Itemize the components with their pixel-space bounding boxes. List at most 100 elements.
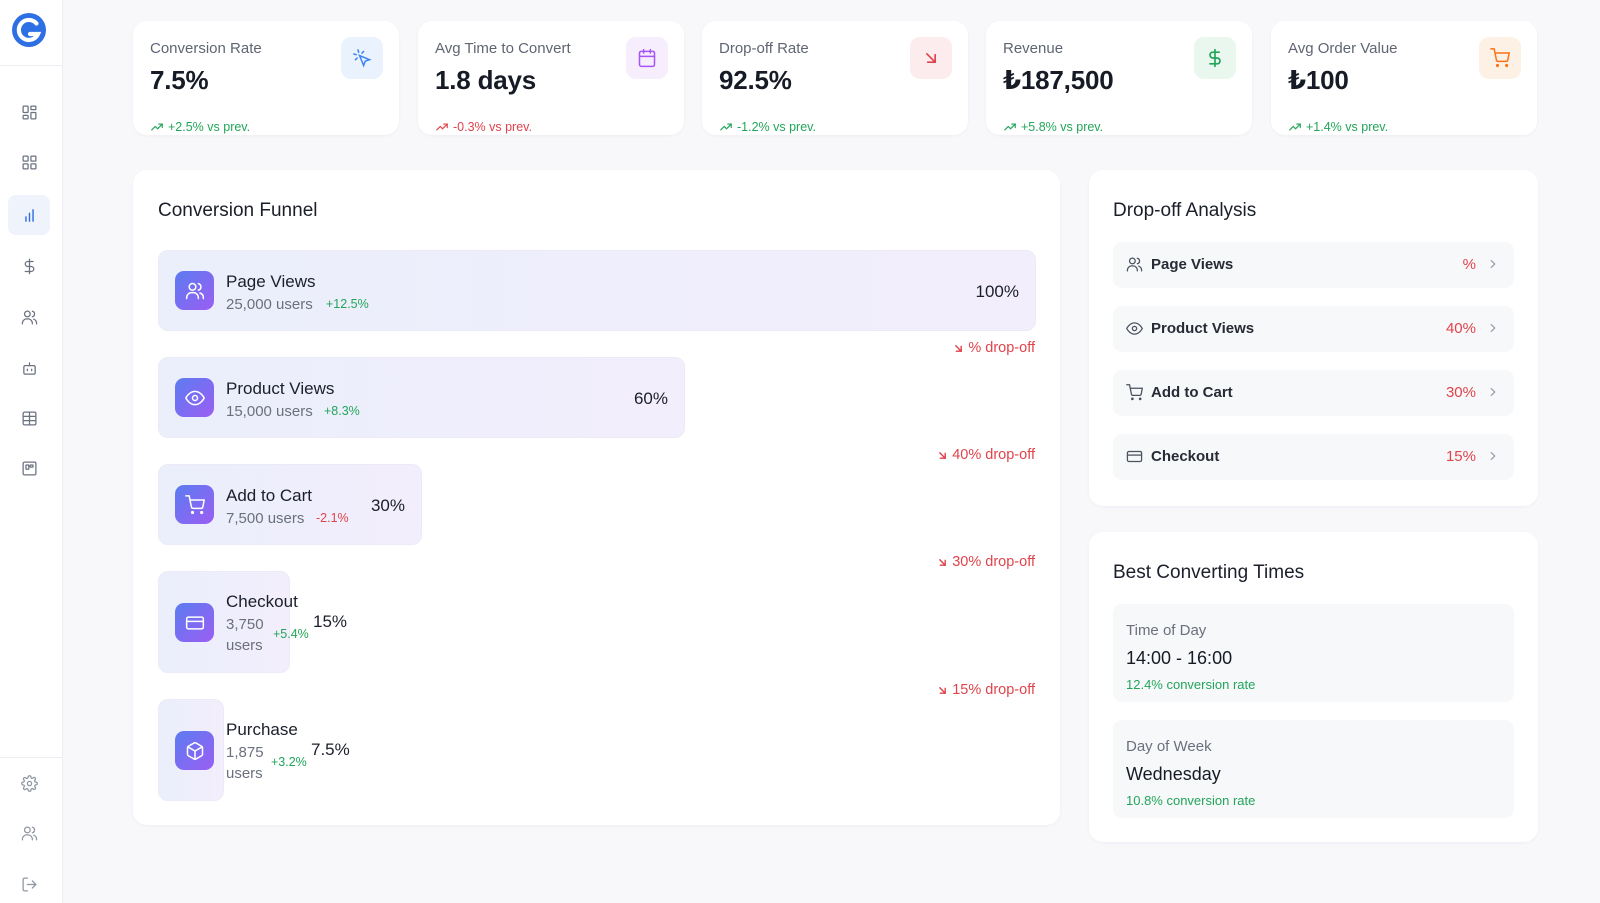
bar-chart-icon <box>24 208 34 222</box>
best-time-label: Day of Week <box>1126 738 1212 755</box>
credit-card-icon <box>1126 450 1143 463</box>
calendar-icon <box>638 48 656 68</box>
stage-users-unit: users <box>226 637 263 654</box>
cart-icon <box>184 494 205 514</box>
stage-icon-badge <box>175 378 214 417</box>
nav-bot[interactable] <box>8 348 50 388</box>
conversion-funnel-panel: Conversion Funnel Page Views 25,000 user… <box>133 170 1060 825</box>
dropoff-text: % drop-off <box>968 340 1035 356</box>
kpi-delta-text: +5.8% vs prev. <box>1021 120 1104 134</box>
nav-settings[interactable] <box>8 763 50 803</box>
dropoff-row-product-views[interactable]: Product Views 40% <box>1113 306 1514 352</box>
dropoff-label: 40% drop-off <box>936 447 1035 463</box>
cart-icon <box>1490 48 1510 68</box>
dropoff-label: % drop-off <box>952 340 1035 356</box>
stage-percent: 100% <box>975 282 1019 301</box>
dropoff-row-name: Page Views <box>1151 256 1234 273</box>
kpi-card-dropoff-rate: Drop-off Rate 92.5% -1.2% vs prev. <box>702 21 968 135</box>
kpi-icon-badge <box>626 37 668 79</box>
kpi-delta-text: -0.3% vs prev. <box>453 120 532 134</box>
kpi-card-revenue: Revenue ₺187,500 +5.8% vs prev. <box>986 21 1252 135</box>
stage-icon-badge <box>175 603 214 642</box>
dropoff-row-percent: 15% <box>1445 448 1476 465</box>
stage-change: +8.3% <box>324 404 360 418</box>
stage-percent: 15% <box>313 612 348 631</box>
settings-icon <box>20 774 38 792</box>
kpi-value: 1.8 days <box>435 65 537 95</box>
kpi-label: Avg Order Value <box>1288 40 1398 57</box>
kpi-card-avg-order-value: Avg Order Value ₺100 +1.4% vs prev. <box>1271 21 1537 135</box>
dropoff-row-name: Checkout <box>1151 448 1220 465</box>
nav-revenue[interactable] <box>8 246 50 286</box>
stage-users-count: 1,875 <box>226 744 264 761</box>
dropoff-row-percent: 40% <box>1445 320 1476 337</box>
dropoff-row-add-to-cart[interactable]: Add to Cart 30% <box>1113 370 1514 416</box>
funnel-stage-product-views[interactable]: Product Views 15,000 users +8.3% 60% <box>158 357 685 438</box>
nav-layout[interactable] <box>8 448 50 488</box>
bot-icon <box>22 361 36 375</box>
nav-logout[interactable] <box>8 864 50 903</box>
dropoff-text: 30% drop-off <box>952 554 1035 570</box>
arrow-down-right-icon <box>939 451 947 459</box>
trend-up-icon <box>720 123 732 131</box>
nav-team[interactable] <box>8 813 50 853</box>
logo-icon[interactable] <box>11 12 47 48</box>
chevron-right-icon <box>1490 323 1496 333</box>
kpi-value: ₺187,500 <box>1003 65 1114 95</box>
best-time-rate: 10.8% conversion rate <box>1126 793 1256 808</box>
credit-card-icon <box>185 615 204 630</box>
dropoff-row-name: Add to Cart <box>1151 384 1233 401</box>
nav-analytics[interactable] <box>8 195 50 235</box>
stage-percent: 60% <box>633 389 668 408</box>
funnel-stage-page-views[interactable]: Page Views 25,000 users +12.5% 100% <box>158 250 1036 331</box>
stage-icon-badge <box>175 731 214 770</box>
kpi-value: ₺100 <box>1288 65 1349 95</box>
dollar-icon <box>24 258 34 274</box>
nav-users[interactable] <box>8 297 50 337</box>
kpi-card-avg-time: Avg Time to Convert 1.8 days -0.3% vs pr… <box>418 21 684 135</box>
dropoff-analysis-panel: Drop-off Analysis Page Views % Product V… <box>1089 170 1538 506</box>
stage-icon-badge <box>175 485 214 524</box>
dashboard-icon <box>21 104 37 120</box>
stage-change: +3.2% <box>271 755 307 769</box>
dropoff-row-checkout[interactable]: Checkout 15% <box>1113 434 1514 480</box>
best-time-label: Time of Day <box>1126 622 1207 639</box>
funnel-stage-checkout[interactable]: Checkout 3,750 users +5.4% 15% <box>158 571 347 673</box>
dropoff-label: 30% drop-off <box>936 554 1035 570</box>
dropoff-row-name: Product Views <box>1151 320 1255 337</box>
nav-table[interactable] <box>8 398 50 438</box>
trend-up-icon <box>1004 123 1016 131</box>
sidebar <box>0 0 63 903</box>
kpi-label: Revenue <box>1003 40 1064 57</box>
panel-title: Best Converting Times <box>1113 562 1305 583</box>
dropoff-row-percent: % <box>1462 256 1476 273</box>
table-icon <box>21 410 37 426</box>
kpi-value: 92.5% <box>719 65 792 95</box>
cart-icon <box>1126 384 1143 401</box>
users-icon <box>21 309 37 325</box>
funnel-stage-add-to-cart[interactable]: Add to Cart 7,500 users -2.1% 30% <box>158 464 422 545</box>
layout-icon <box>21 460 37 476</box>
stage-users: 25,000 users <box>226 296 313 313</box>
nav-dashboard[interactable] <box>8 92 50 132</box>
nav-apps[interactable] <box>8 142 50 182</box>
stage-name: Add to Cart <box>226 486 312 505</box>
cursor-click-icon <box>353 49 372 68</box>
best-time-rate: 12.4% conversion rate <box>1126 677 1256 692</box>
dropoff-row-page-views[interactable]: Page Views % <box>1113 242 1514 288</box>
kpi-icon-badge <box>910 37 952 79</box>
stage-change: +12.5% <box>326 297 369 311</box>
trend-up-icon <box>436 123 448 131</box>
sidebar-divider-bottom <box>0 757 63 758</box>
stage-name: Page Views <box>226 272 316 291</box>
funnel-stage-purchase[interactable]: Purchase 1,875 users +3.2% 7.5% <box>158 699 350 801</box>
kpi-card-conversion-rate: Conversion Rate 7.5% +2.5% vs prev. <box>133 21 399 135</box>
users-icon <box>185 282 204 299</box>
kpi-label: Conversion Rate <box>150 40 262 57</box>
team-icon <box>21 825 37 841</box>
dropoff-label: 15% drop-off <box>936 682 1035 698</box>
stage-users: 15,000 users <box>226 403 313 420</box>
trend-up-icon <box>151 123 163 131</box>
package-icon <box>186 741 203 760</box>
best-time-card-time-of-day: Time of Day 14:00 - 16:00 12.4% conversi… <box>1113 604 1514 702</box>
